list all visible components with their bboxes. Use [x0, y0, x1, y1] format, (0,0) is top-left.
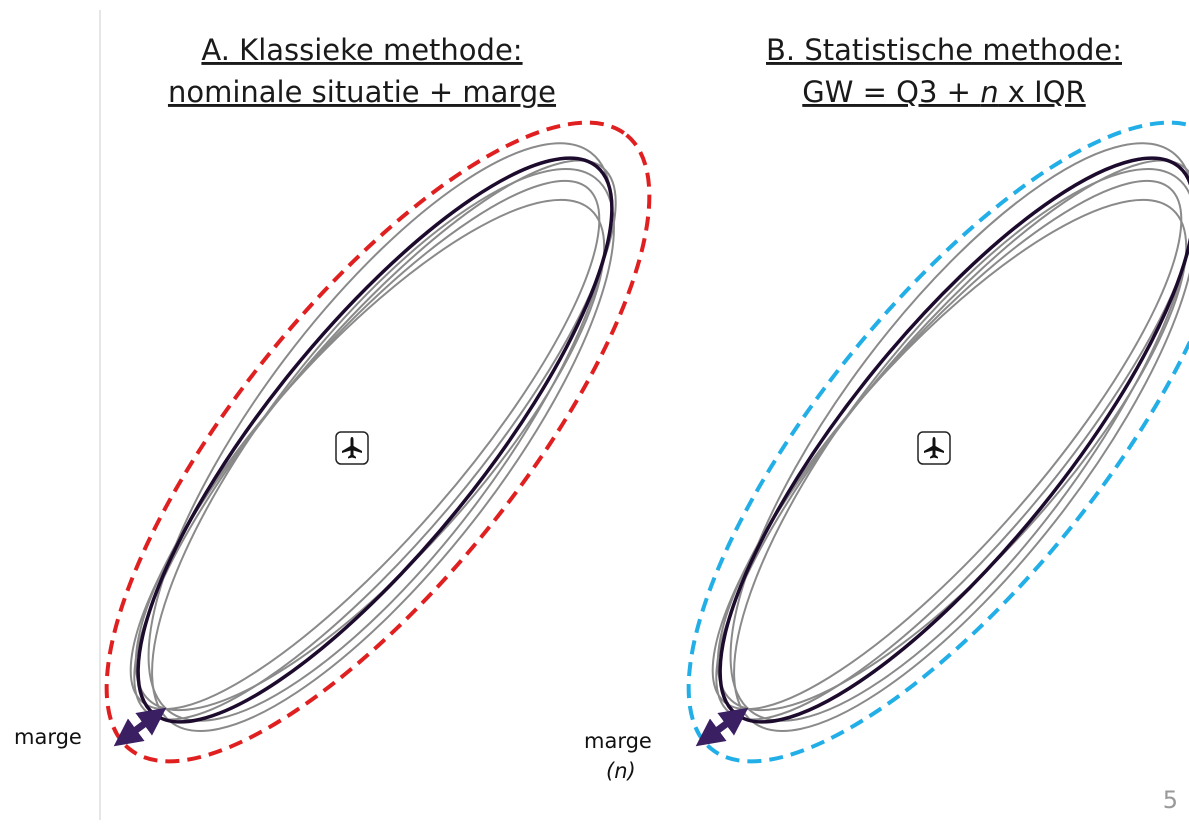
trajectory [151, 168, 615, 732]
margin-label: marge [584, 729, 652, 753]
airplane-icon [917, 431, 951, 465]
panel-b-title: B. Statistische methode: [766, 33, 1122, 67]
nominal-trajectory [136, 156, 614, 724]
margin-label: marge [14, 725, 82, 749]
trajectory [133, 159, 617, 721]
limit-contour [104, 120, 652, 764]
trajectory [716, 198, 1188, 712]
page-number: 5 [1163, 786, 1178, 814]
airplane-icon [335, 431, 369, 465]
panel-a-subtitle: nominale situatie + marge [168, 75, 556, 109]
formula-part: GW = Q3 + [802, 75, 980, 109]
trajectory [134, 198, 606, 712]
panel-a-title: A. Klassieke methode: [201, 33, 522, 67]
margin-arrow [695, 707, 749, 747]
panel-b [686, 120, 1189, 764]
margin-arrow [113, 707, 167, 747]
limit-contour [686, 120, 1189, 764]
panel-a [104, 120, 652, 764]
trajectory [729, 142, 1189, 722]
margin-sublabel: (n) [606, 759, 636, 783]
trajectory [147, 142, 613, 722]
panel-b-formula: GW = Q3 + n x IQR [802, 75, 1085, 109]
formula-part: x IQR [999, 75, 1086, 109]
formula-part: n [980, 75, 998, 109]
